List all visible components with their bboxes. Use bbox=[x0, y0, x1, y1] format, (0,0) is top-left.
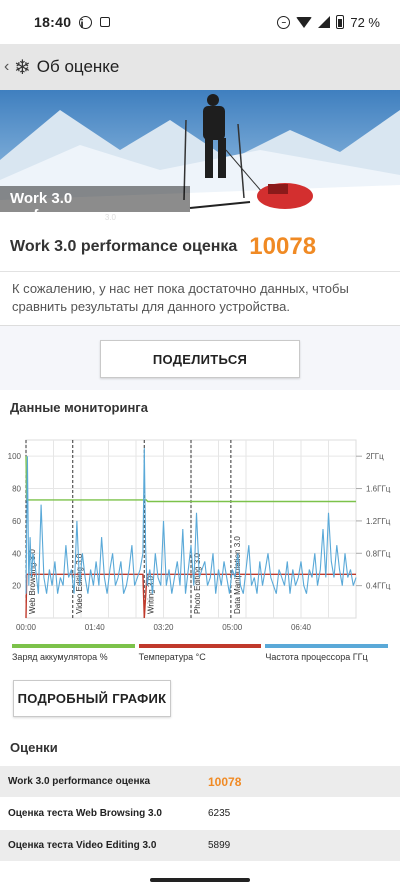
legend-cpu: Частота процессора ГГц bbox=[265, 644, 389, 662]
x-tick-label: 05:00 bbox=[222, 623, 243, 632]
detail-chart-button[interactable]: ПОДРОБНЫЙ ГРАФИК bbox=[13, 680, 171, 717]
series-line-cpu bbox=[25, 448, 357, 594]
y-right-tick-label: 0.8ГГц bbox=[366, 549, 391, 558]
ratings-title: Оценки bbox=[10, 740, 58, 755]
hero-version: 3.0 bbox=[104, 213, 116, 222]
info-icon: i bbox=[79, 15, 93, 31]
series-line-battery bbox=[25, 456, 356, 503]
monitoring-chart[interactable]: 20 40 60 80 100 0.4ГГц 0.8ГГц 1.2ГГц 1.6ГГц 2ГГц 0… bbox=[0, 432, 400, 632]
score-label: Work 3.0 performance оценка bbox=[10, 237, 238, 255]
rating-label: Work 3.0 performance оценка bbox=[8, 776, 151, 787]
legend-battery-swatch bbox=[12, 644, 135, 648]
share-button[interactable]: ПОДЕЛИТЬСЯ bbox=[100, 340, 300, 378]
table-row: Оценка теста Video Editing 3.0 5899 bbox=[0, 830, 400, 862]
y-left-tick-label: 40 bbox=[12, 549, 21, 558]
dnd-icon: – bbox=[277, 15, 291, 29]
test-marker-label: Photo Editing 3.0 bbox=[193, 553, 202, 614]
x-tick-label: 06:40 bbox=[291, 623, 312, 632]
y-right-tick-label: 2ГГц bbox=[366, 452, 384, 461]
x-tick-label: 00:00 bbox=[16, 623, 37, 632]
monitoring-section: Данные мониторинга 20 40 60 80 100 0.4ГГц 0.8Г… bbox=[0, 390, 400, 890]
rating-value: 10078 bbox=[208, 774, 242, 789]
y-left-tick-label: 100 bbox=[8, 452, 22, 461]
rating-value: 6235 bbox=[208, 808, 231, 819]
x-tick-label: 03:20 bbox=[153, 623, 174, 632]
legend-battery: Заряд аккумулятора % bbox=[12, 644, 135, 662]
snowflake-icon[interactable]: ❄ bbox=[14, 56, 31, 79]
test-marker-label: Web Browsing 3.0 bbox=[28, 549, 37, 614]
share-section: ПОДЕЛИТЬСЯ bbox=[0, 326, 400, 390]
home-indicator[interactable] bbox=[150, 878, 250, 882]
status-time: 18:40 bbox=[34, 14, 72, 30]
app-bar: ‹ ❄ Об оценке bbox=[0, 44, 400, 90]
legend-cpu-swatch bbox=[265, 644, 389, 648]
notification-square-icon bbox=[100, 17, 111, 27]
signal-icon bbox=[318, 16, 331, 28]
page-title: Об оценке bbox=[36, 57, 120, 76]
table-row: Work 3.0 performance оценка 10078 bbox=[0, 766, 400, 798]
y-left-tick-label: 20 bbox=[12, 582, 21, 591]
x-tick-label: 01:40 bbox=[85, 623, 106, 632]
hero-label: Work 3.0 performance 3.0 bbox=[0, 186, 190, 222]
score-card: Work 3.0 performance оценка 10078 К сожа… bbox=[0, 222, 400, 326]
rating-value: 5899 bbox=[208, 840, 231, 851]
score-message: К сожалению, у нас нет пока достаточно д… bbox=[12, 281, 349, 314]
y-left-tick-label: 80 bbox=[12, 485, 21, 494]
wifi-icon bbox=[296, 16, 313, 28]
battery-percent: 72 % bbox=[350, 14, 380, 30]
y-right-tick-label: 0.4ГГц bbox=[366, 582, 391, 591]
battery-icon bbox=[336, 15, 345, 29]
back-button[interactable]: ‹ bbox=[4, 58, 10, 75]
hero-banner: Work 3.0 performance 3.0 bbox=[0, 90, 400, 222]
y-left-tick-label: 60 bbox=[12, 517, 21, 526]
test-marker-label: Writing 3.0 bbox=[146, 575, 155, 614]
score-row: Work 3.0 performance оценка 10078 bbox=[0, 222, 400, 272]
rating-label: Оценка теста Web Browsing 3.0 bbox=[8, 808, 162, 819]
rating-label: Оценка теста Video Editing 3.0 bbox=[8, 840, 157, 851]
status-bar: 18:40 i – 72 % bbox=[0, 0, 400, 44]
chart-legend: Заряд аккумулятора % Температура °C Част… bbox=[12, 644, 389, 662]
legend-temperature: Температура °C bbox=[138, 644, 262, 662]
y-right-tick-label: 1.2ГГц bbox=[366, 517, 391, 526]
legend-temperature-swatch bbox=[138, 644, 262, 648]
skier-illustration bbox=[0, 90, 400, 222]
score-value: 10078 bbox=[249, 232, 317, 260]
table-row: Оценка теста Web Browsing 3.0 6235 bbox=[0, 798, 400, 830]
y-right-tick-label: 1.6ГГц bbox=[366, 485, 391, 494]
monitoring-title: Данные мониторинга bbox=[10, 400, 148, 415]
monitoring-chart-svg: 20 40 60 80 100 0.4ГГц 0.8ГГц 1.2ГГц 1.6ГГц 2ГГц 0… bbox=[8, 439, 391, 632]
ratings-table: Work 3.0 performance оценка 10078 Оценка… bbox=[0, 766, 400, 862]
